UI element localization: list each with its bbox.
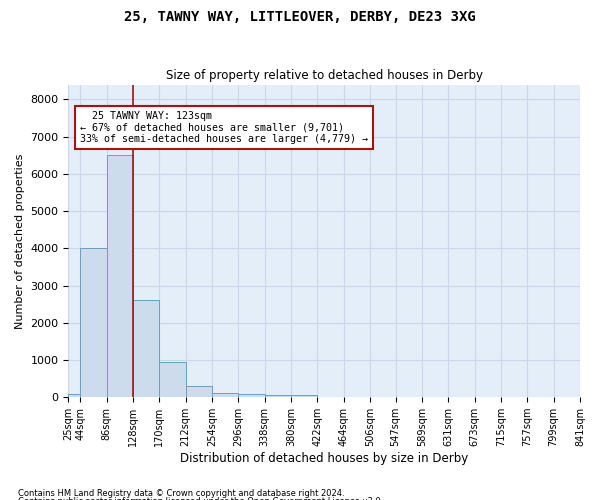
Bar	[133, 300, 160, 397]
Bar	[265, 394, 291, 397]
Title: Size of property relative to detached houses in Derby: Size of property relative to detached ho…	[166, 69, 483, 82]
Bar	[160, 362, 185, 397]
Text: 25, TAWNY WAY, LITTLEOVER, DERBY, DE23 3XG: 25, TAWNY WAY, LITTLEOVER, DERBY, DE23 3…	[124, 10, 476, 24]
Bar	[80, 248, 107, 397]
Text: Contains HM Land Registry data © Crown copyright and database right 2024.: Contains HM Land Registry data © Crown c…	[18, 488, 344, 498]
Bar	[291, 395, 317, 397]
Text: Contains public sector information licensed under the Open Government Licence v3: Contains public sector information licen…	[18, 497, 383, 500]
Y-axis label: Number of detached properties: Number of detached properties	[15, 153, 25, 328]
Bar	[238, 394, 265, 397]
Bar	[68, 394, 80, 397]
Text: 25 TAWNY WAY: 123sqm
← 67% of detached houses are smaller (9,701)
33% of semi-de: 25 TAWNY WAY: 123sqm ← 67% of detached h…	[80, 110, 368, 144]
Bar	[185, 386, 212, 397]
Bar	[212, 393, 238, 397]
Bar	[107, 156, 133, 397]
X-axis label: Distribution of detached houses by size in Derby: Distribution of detached houses by size …	[180, 452, 469, 465]
